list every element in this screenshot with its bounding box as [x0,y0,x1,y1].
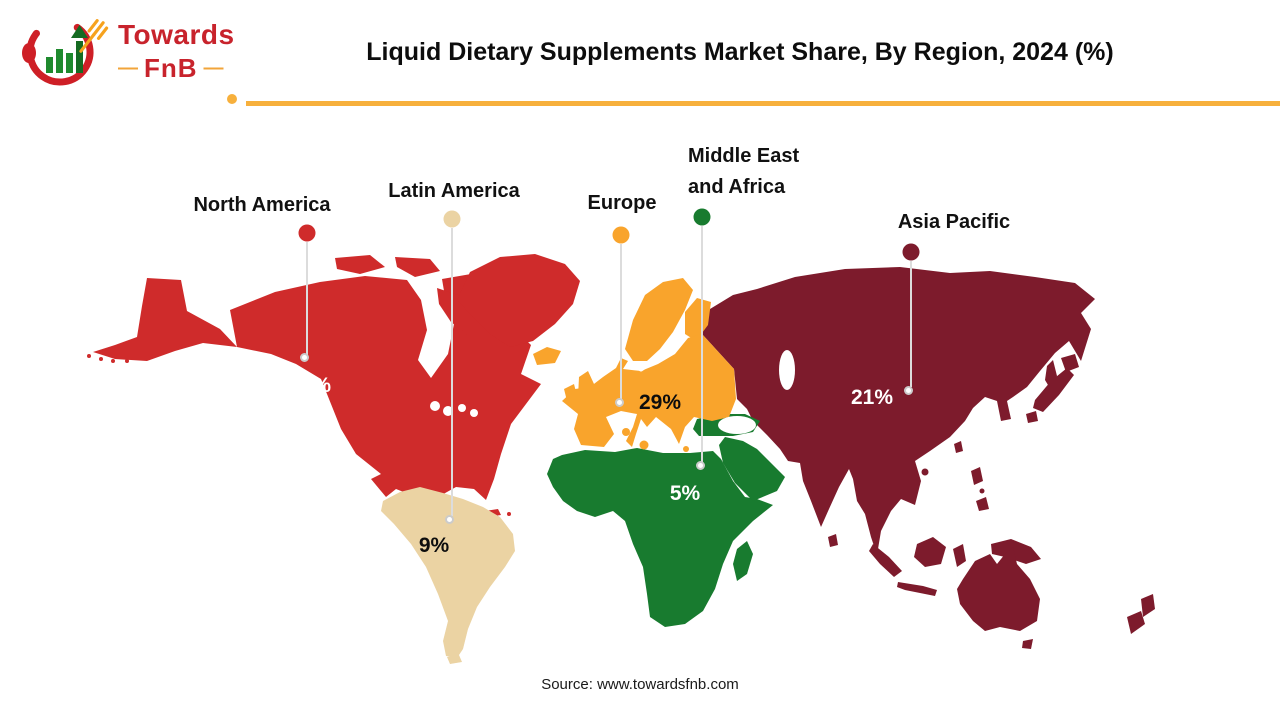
share-label-europe: 29% [638,391,682,414]
leader-enddot-europe [615,398,624,407]
share-label-middle-east-africa: 5% [669,482,701,505]
region-label-europe: Europe [587,192,657,214]
logo-text: Towards — FnB — [118,19,235,83]
map-region-north-america [87,254,580,549]
page-title: Liquid Dietary Supplements Market Share,… [366,38,1114,66]
region-dot-middle-east-africa [693,208,711,226]
region-dot-north-america [298,224,316,242]
region-dot-europe [612,226,630,244]
divider-line [246,101,1280,106]
leader-enddot-north-america [300,353,309,362]
world-map [87,254,1155,664]
region-dot-asia-pacific [902,243,920,261]
leader-line-middle-east-africa [701,226,703,462]
logo-icon [22,18,109,86]
leader-enddot-asia-pacific [904,386,913,395]
share-label-north-america: 36% [288,374,332,397]
leader-line-north-america [306,242,308,356]
region-dot-latin-america [443,210,461,228]
leader-line-europe [620,244,622,399]
map-region-latin-america [381,487,515,664]
divider-ring-icon [227,94,237,104]
logo-dash-left: — [118,57,138,79]
brand-name-top: Towards [118,19,235,50]
map-region-middle-east-africa [547,414,785,627]
map-region-asia-pacific [697,267,1155,649]
region-label-latin-america: Latin America [388,180,520,202]
leader-line-latin-america [451,228,453,516]
map-baltic-sea [638,346,672,372]
brand-logo: Towards — FnB — [20,10,235,92]
source-text: Source: www.towardsfnb.com [541,676,739,693]
map-region-europe [533,278,736,452]
region-label-north-america: North America [193,194,331,216]
leader-enddot-latin-america [445,515,454,524]
leader-enddot-middle-east-africa [696,461,705,470]
share-label-asia-pacific: 21% [850,386,894,409]
map-sea-overlays [430,350,795,434]
logo-dash-right: — [203,57,224,79]
leader-line-asia-pacific [910,261,912,387]
region-label-middle-east-africa: Middle East and Africa [688,145,800,198]
brand-name-bottom: FnB [144,53,198,83]
region-label-asia-pacific: Asia Pacific [897,211,1011,233]
share-label-latin-america: 9% [418,534,450,557]
